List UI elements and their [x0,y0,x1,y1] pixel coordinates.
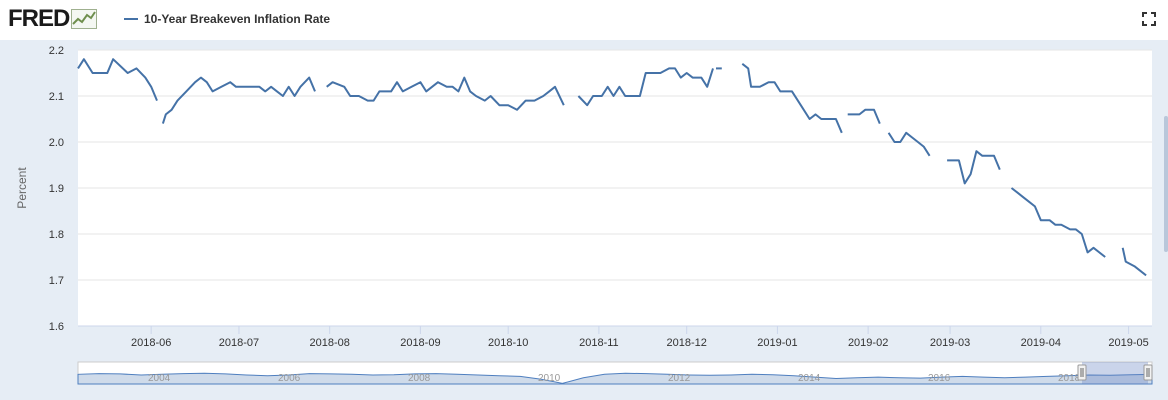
navigator-year-label: 2016 [928,373,951,384]
y-tick-label: 1.8 [49,229,64,241]
x-tick-label: 2018-10 [488,337,528,349]
y-tick-label: 2.0 [49,137,64,149]
y-tick-label: 2.2 [49,45,64,57]
navigator-year-label: 2018 [1058,373,1081,384]
navigator-year-label: 2004 [148,373,171,384]
x-tick-label: 2019-04 [1021,337,1061,349]
fred-logo[interactable]: FRED [8,5,98,32]
fullscreen-icon[interactable] [1142,12,1156,26]
x-tick-label: 2018-08 [309,337,349,349]
navigator-year-label: 2014 [798,373,821,384]
x-tick-label: 2019-02 [848,337,888,349]
x-axis-ticks: 2018-06 2018-07 2018-08 2018-09 2018-10 2018-… [78,325,1152,349]
x-tick-label: 2019-05 [1108,337,1148,349]
series-line-segment[interactable] [161,76,316,124]
x-tick-label: 2018-11 [579,337,619,349]
legend-label: 10-Year Breakeven Inflation Rate [144,12,331,26]
x-tick-label: 2019-03 [930,337,970,349]
series-line-segment[interactable] [1121,247,1147,277]
y-tick-label: 1.6 [49,321,64,333]
series-line-segment[interactable] [947,150,1001,185]
legend-swatch [124,18,138,20]
y-tick-label: 1.9 [49,183,64,195]
x-tick-label: 2019-01 [757,337,797,349]
series-line-segment[interactable] [577,67,714,107]
series-lines [77,58,1147,277]
logo-text: FRED [8,5,70,32]
navigator[interactable]: 2004 2006 2008 2010 2012 2014 2016 2018 [77,361,1153,385]
navigator-selected-range[interactable] [1082,362,1148,384]
navigator-left-handle[interactable] [1077,364,1087,381]
y-tick-label: 1.7 [49,275,64,287]
y-axis-title: Percent [15,167,29,209]
navigator-series-area [77,372,1153,385]
y-tick-label: 2.1 [49,91,64,103]
x-tick-label: 2018-09 [400,337,440,349]
logo-chart-icon [71,9,98,29]
x-tick-label: 2018-06 [131,337,171,349]
x-tick-label: 2018-12 [667,337,707,349]
page-scrollbar[interactable] [1164,116,1168,252]
series-line-segment[interactable] [847,108,881,124]
navigator-year-label: 2008 [408,373,431,384]
navigator-year-label: 2006 [278,373,301,384]
y-axis-ticks: 1.6 1.7 1.8 1.9 2.0 2.1 2.2 [49,45,64,333]
series-line-segment[interactable] [77,58,158,101]
series-line-segment[interactable] [1010,187,1106,258]
chart-header: FRED 10-Year Breakeven Inflation Rate [0,0,1168,40]
series-line-segment[interactable] [326,76,565,111]
navigator-right-handle[interactable] [1143,364,1153,381]
navigator-year-label: 2010 [538,373,561,384]
x-tick-label: 2018-07 [219,337,259,349]
series-line-segment[interactable] [741,63,843,134]
navigator-year-label: 2012 [668,373,691,384]
series-line-segment[interactable] [887,131,931,157]
legend[interactable]: 10-Year Breakeven Inflation Rate [124,12,330,26]
